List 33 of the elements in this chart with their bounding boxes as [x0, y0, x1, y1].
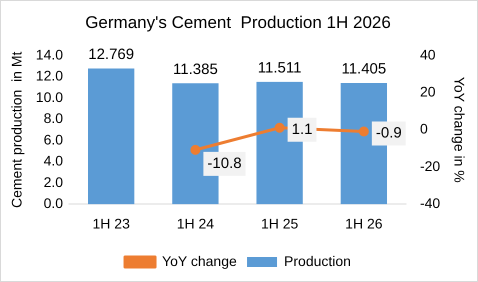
- x-tick-label: 1H 25: [260, 215, 299, 232]
- y2-axis-title: YoY change in %: [452, 76, 468, 183]
- point: [358, 126, 369, 136]
- bar: [88, 68, 134, 204]
- y-axis-title: Cement production in Mt: [8, 51, 24, 208]
- legend-label: YoY change: [162, 252, 237, 269]
- data-label: -10.8: [207, 155, 242, 172]
- data-label: 1.1: [292, 120, 312, 138]
- x-tick-label: 1H 24: [176, 215, 214, 232]
- data-label: 11.385: [173, 60, 218, 78]
- legend-label: Production: [284, 252, 351, 269]
- y2-tick-label: -40: [420, 195, 440, 212]
- y2-tick-label: 0: [420, 120, 428, 137]
- y-tick-label: 14.0: [36, 46, 64, 62]
- y-tick-label: 0.0: [44, 195, 64, 212]
- y-tick-label: 4.0: [44, 152, 64, 169]
- y-tick-label: 8.0: [44, 110, 64, 126]
- data-label: 11.511: [258, 59, 302, 76]
- y2-tick-label: -20: [420, 158, 440, 174]
- y2-tick-label: 20: [420, 83, 436, 100]
- data-label: -0.9: [376, 124, 402, 142]
- point: [190, 144, 200, 155]
- data-label: 11.405: [341, 60, 386, 78]
- y2-tick-label: 40: [420, 46, 436, 62]
- x-tick-label: 1H 23: [92, 215, 130, 232]
- y-tick-label: 2.0: [44, 174, 64, 190]
- y-tick-label: 10.0: [36, 88, 64, 105]
- y-tick-label: 12.0: [36, 68, 64, 84]
- data-label: 12.769: [88, 46, 134, 64]
- chart-title: Germany's Cement Production 1H 2026: [85, 12, 391, 32]
- y-tick-label: 6.0: [44, 131, 64, 148]
- x-tick-label: 1H 26: [345, 215, 383, 232]
- point: [274, 122, 285, 133]
